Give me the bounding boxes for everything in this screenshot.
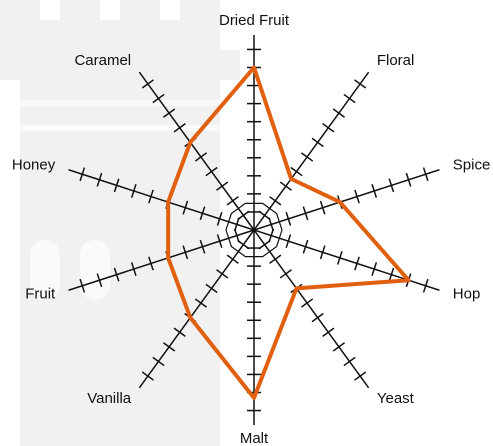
axis-label: Honey	[12, 156, 56, 173]
axis-label: Vanilla	[87, 390, 132, 407]
tick-mark	[280, 270, 291, 278]
tick-mark	[227, 197, 238, 205]
tick-mark	[270, 255, 281, 263]
tick-mark	[291, 167, 302, 175]
tick-mark	[301, 299, 312, 307]
tick-mark	[354, 80, 365, 88]
axis-label: Yeast	[377, 390, 415, 407]
tick-mark	[238, 211, 249, 219]
axis-line	[254, 230, 439, 290]
axis-label: Caramel	[74, 52, 131, 69]
tick-mark	[301, 153, 312, 161]
tick-mark	[323, 328, 334, 336]
axis-label: Dried Fruit	[219, 12, 290, 29]
tick-mark	[333, 109, 344, 117]
tick-mark	[227, 255, 238, 263]
tick-mark	[333, 343, 344, 351]
axis-line	[254, 72, 369, 230]
tick-mark	[270, 197, 281, 205]
axis-line	[254, 230, 369, 388]
tick-mark	[312, 314, 323, 322]
tick-mark	[280, 182, 291, 190]
chart: Dried Fruit Floral Spice Hop Yeast Malt Vanill…	[0, 0, 493, 446]
tick-mark	[344, 357, 355, 365]
tick-mark	[323, 124, 334, 132]
axis-label: Hop	[453, 286, 481, 303]
tick-mark	[312, 138, 323, 146]
axis-label: Malt	[240, 430, 269, 446]
axis-line	[254, 170, 439, 230]
tick-mark	[354, 372, 365, 380]
tick-mark	[344, 94, 355, 102]
axis-label: Spice	[453, 156, 491, 173]
axis-label: Fruit	[25, 286, 56, 303]
axis-label: Floral	[377, 52, 415, 69]
